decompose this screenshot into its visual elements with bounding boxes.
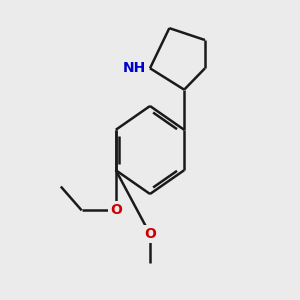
Text: O: O [110,203,122,217]
Text: O: O [144,227,156,241]
Text: NH: NH [122,61,146,75]
